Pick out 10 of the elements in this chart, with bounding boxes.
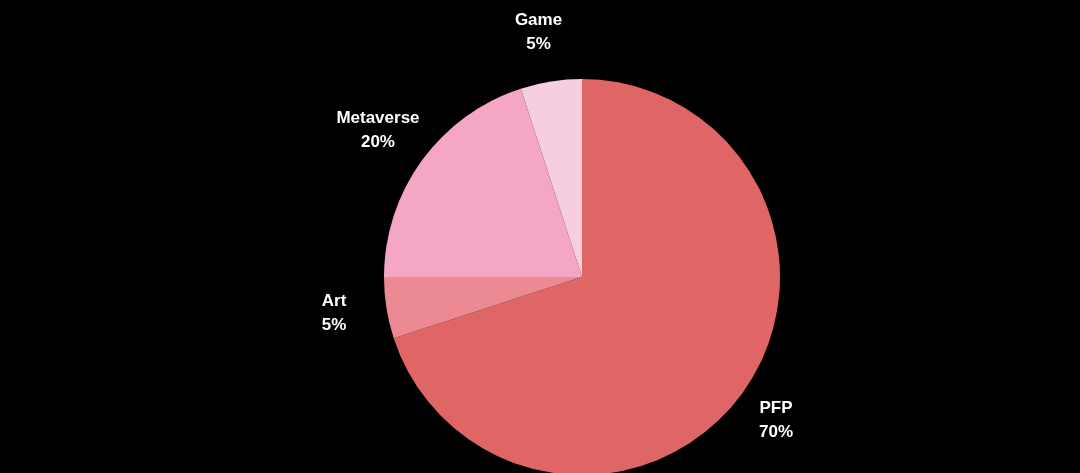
slice-label: Art [321, 291, 347, 311]
pie-slice [384, 277, 582, 339]
slice-label: PFP [759, 397, 793, 417]
data-label: 70% [759, 421, 794, 441]
slice-label: Metaverse [336, 108, 420, 128]
slice-label: Game [514, 10, 563, 30]
data-label: 20% [360, 132, 395, 152]
data-label: 5% [526, 34, 551, 54]
pie-slice [520, 79, 582, 277]
data-label: 5% [321, 315, 347, 335]
